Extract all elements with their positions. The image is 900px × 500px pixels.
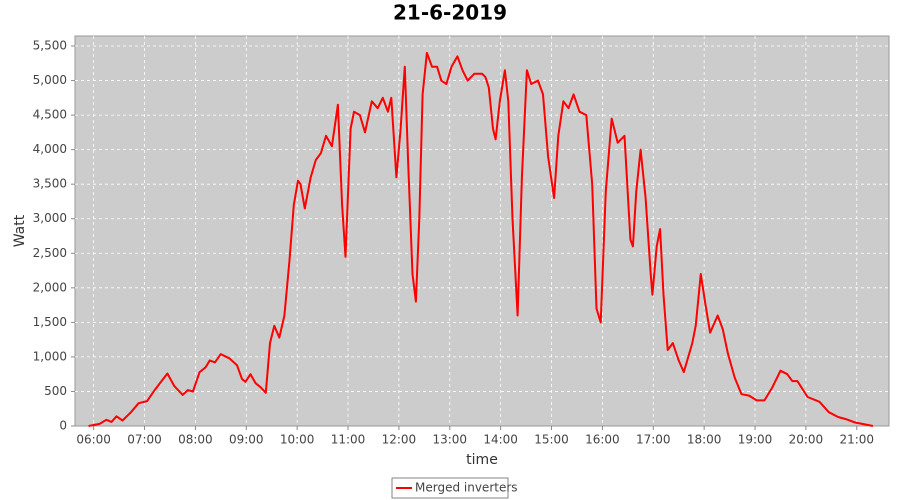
line-series xyxy=(88,51,874,427)
y-tick-label: 5,000 xyxy=(33,73,67,87)
x-tick-label: 18:00 xyxy=(687,433,722,447)
x-axis-label: time xyxy=(466,452,498,468)
x-tick-label: 17:00 xyxy=(636,433,671,447)
x-tick-label: 06:00 xyxy=(76,433,111,447)
y-tick-label: 4,000 xyxy=(33,142,67,156)
x-tick-label: 08:00 xyxy=(178,433,213,447)
x-tick-label: 20:00 xyxy=(789,433,824,447)
y-tick-label: 0 xyxy=(59,419,67,433)
x-tick-label: 09:00 xyxy=(229,433,264,447)
x-tick-label: 16:00 xyxy=(585,433,620,447)
chart-title: 21-6-2019 xyxy=(393,1,507,25)
y-tick-label: 1,000 xyxy=(33,349,67,363)
legend-box xyxy=(391,477,509,499)
y-tick-label: 1,500 xyxy=(33,315,67,329)
y-tick-label: 5,500 xyxy=(33,39,67,53)
x-tick-label: 15:00 xyxy=(534,433,569,447)
x-tick-label: 11:00 xyxy=(331,433,366,447)
y-tick-label: 3,500 xyxy=(33,177,67,191)
y-axis-label: Watt xyxy=(12,214,28,247)
x-tick-label: 14:00 xyxy=(483,433,518,447)
y-tick-label: 500 xyxy=(44,384,67,398)
x-tick-label: 19:00 xyxy=(738,433,773,447)
x-tick-label: 07:00 xyxy=(127,433,162,447)
x-tick-label: 21:00 xyxy=(839,433,874,447)
legend-label: Merged inverters xyxy=(415,481,518,495)
x-tick-label: 13:00 xyxy=(432,433,467,447)
x-tick-label: 12:00 xyxy=(382,433,417,447)
y-tick-label: 3,000 xyxy=(33,211,67,225)
y-tick-label: 2,000 xyxy=(33,280,67,294)
x-tick-label: 10:00 xyxy=(280,433,315,447)
y-tick-label: 4,500 xyxy=(33,108,67,122)
y-tick-label: 2,500 xyxy=(33,246,67,260)
plot-area xyxy=(74,35,890,427)
